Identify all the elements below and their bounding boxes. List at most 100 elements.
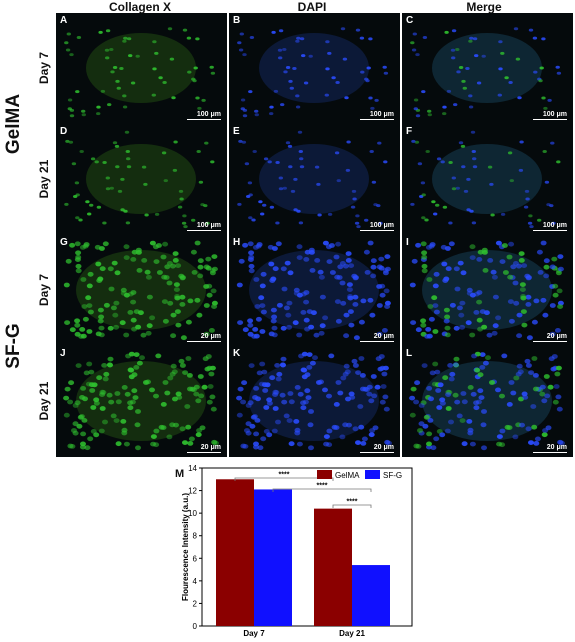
y-tick-label: 6 (193, 554, 198, 563)
bar (216, 479, 254, 626)
scale-bar: 100 μm (187, 110, 221, 120)
micrograph-panel: E 100 μm (229, 124, 400, 235)
micrograph-image (64, 130, 215, 229)
significance-label: **** (347, 499, 358, 506)
legend-swatch (317, 470, 332, 479)
scale-bar-line (187, 229, 221, 231)
micrograph-panel: H 20 μm (229, 235, 400, 346)
y-tick-label: 12 (188, 487, 197, 496)
panel-letter: L (406, 348, 413, 359)
x-tick-label: Day 7 (243, 629, 265, 638)
scale-bar-label: 100 μm (369, 221, 394, 229)
row-label: Day 21 (37, 159, 51, 199)
row-label: Day 7 (37, 273, 51, 307)
scale-bar: 100 μm (533, 110, 567, 120)
column-header: Collagen X (108, 0, 171, 14)
bar-chart: 0 2 4 6 8 10 12 14 Flourescence Intensity (a.u.)… (181, 464, 413, 638)
micrograph-panel: F 100 μm (402, 124, 573, 235)
y-tick-label: 14 (188, 464, 197, 473)
y-tick-label: 2 (193, 599, 198, 608)
scale-bar: 20 μm (360, 443, 394, 453)
micrograph-image (236, 351, 392, 451)
scale-bar-line (533, 229, 567, 231)
group-label: GelMA (3, 93, 24, 155)
panel-letter: B (233, 15, 241, 26)
scale-bar: 20 μm (533, 332, 567, 342)
y-tick-label: 8 (193, 532, 198, 541)
scale-bar-label: 20 μm (546, 332, 567, 340)
scale-bar-line (533, 451, 567, 453)
micrograph-image (236, 240, 391, 341)
panel-letter-m: M (175, 468, 185, 480)
micrograph-image (410, 27, 562, 118)
micrograph-image (63, 240, 218, 341)
scale-bar-label: 20 μm (546, 443, 567, 451)
scale-bar-line (360, 451, 394, 453)
micrograph-image (237, 27, 389, 118)
column-header: DAPI (297, 0, 327, 14)
micrograph-panel: J 20 μm (56, 346, 227, 457)
y-axis-label: Flourescence Intensity (a.u.) (181, 493, 190, 601)
group-label: SF-G (3, 323, 24, 369)
legend-label: SF-G (383, 471, 402, 480)
panel-letter: J (60, 348, 66, 359)
scale-bar-label: 20 μm (200, 443, 221, 451)
x-tick-label: Day 21 (339, 629, 365, 638)
micrograph-panel: D 100 μm (56, 124, 227, 235)
legend-swatch (365, 470, 380, 479)
micrograph-panel: K 20 μm (229, 346, 400, 457)
scale-bar-line (533, 340, 567, 342)
bar (352, 565, 390, 626)
bar (254, 489, 292, 626)
significance-bracket (332, 504, 372, 508)
scale-bar-line (533, 118, 567, 120)
micrograph-image (409, 351, 565, 451)
scale-bar-label: 20 μm (200, 332, 221, 340)
micrograph-image (63, 351, 219, 451)
scale-bar: 100 μm (187, 222, 221, 231)
scale-bar-label: 20 μm (373, 443, 394, 451)
row-label: Day 21 (37, 381, 51, 421)
scale-bar: 100 μm (360, 110, 394, 120)
micrograph-image (410, 130, 561, 229)
row-label: Day 7 (37, 51, 51, 85)
scale-bar-label: 100 μm (369, 110, 394, 118)
panel-letter: D (60, 126, 68, 137)
scale-bar-line (187, 118, 221, 120)
plot-frame (201, 467, 413, 627)
panel-letter: I (406, 237, 409, 248)
micrograph-image (409, 240, 564, 341)
scale-bar: 100 μm (360, 221, 394, 231)
scale-bar-line (360, 118, 394, 120)
micrograph-image (64, 27, 216, 118)
panel-letter: G (60, 237, 68, 248)
significance-bracket (234, 477, 334, 481)
micrograph-panel: I 20 μm (402, 235, 573, 346)
bar (314, 508, 352, 626)
scale-bar-label: 100 μm (542, 221, 567, 229)
scale-bar: 20 μm (187, 332, 221, 342)
scale-bar-line (360, 229, 394, 231)
scale-bar-label: 100 μm (196, 110, 221, 118)
micrograph-panel: B 100 μm (229, 13, 400, 124)
scale-bar-line (187, 451, 221, 453)
scale-bar: 20 μm (533, 443, 567, 453)
scale-bar-line (360, 340, 394, 342)
y-tick-label: 10 (188, 509, 197, 518)
y-tick-label: 0 (193, 622, 198, 631)
micrograph-image (237, 130, 388, 229)
panel-letter: E (233, 126, 240, 137)
scale-bar: 20 μm (360, 333, 394, 342)
significance-label: **** (279, 472, 290, 479)
micrograph-panel: L 20 μm (402, 346, 573, 457)
scale-bar: 20 μm (187, 443, 221, 453)
legend-label: GelMA (335, 471, 360, 480)
panel-letter: F (406, 126, 413, 137)
panel-letter: C (406, 15, 414, 26)
y-tick-label: 4 (193, 577, 198, 586)
micrograph-panel: C 100 μm (402, 13, 573, 124)
scale-bar: 100 μm (533, 221, 567, 231)
scale-bar-label: 100 μm (542, 110, 567, 118)
panel-letter: K (233, 348, 241, 359)
column-header: Merge (466, 0, 502, 14)
